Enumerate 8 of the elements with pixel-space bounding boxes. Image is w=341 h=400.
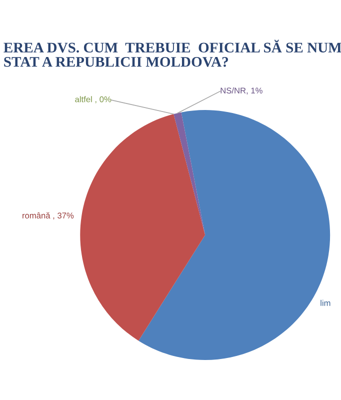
chart-title: EREA DVS. CUM TREBUIE OFICIAL SĂ SE NUM STAT A REPUBLICII MOLDOVA? (4, 40, 341, 67)
pie-slice (138, 110, 330, 360)
slice-label: NS/NR, 1% (220, 87, 262, 94)
slice-label: română , 37% (22, 212, 74, 220)
category-label: altfel , 0% (75, 96, 112, 104)
pie-slice (174, 112, 206, 235)
pie-slice (80, 114, 206, 341)
slice-label: lim (320, 300, 330, 306)
